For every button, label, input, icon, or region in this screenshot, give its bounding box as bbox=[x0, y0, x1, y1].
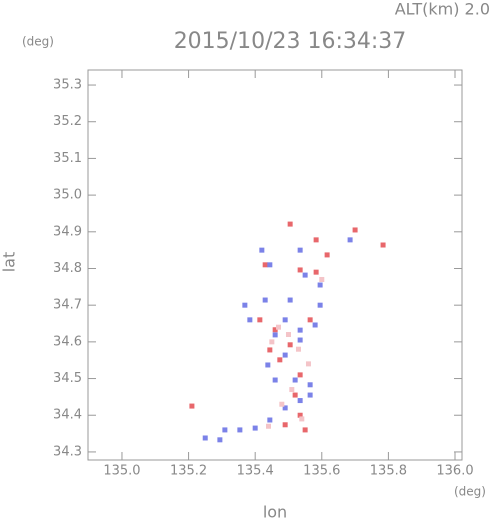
y-tick-label: 34.3 bbox=[53, 444, 82, 459]
data-point bbox=[282, 352, 288, 358]
data-point bbox=[272, 327, 278, 333]
data-point bbox=[319, 276, 325, 282]
data-point bbox=[289, 387, 295, 393]
y-tick-label: 35.2 bbox=[53, 114, 82, 129]
x-tick-label: 135.0 bbox=[103, 464, 140, 479]
data-point bbox=[259, 247, 265, 253]
data-point bbox=[297, 398, 303, 404]
data-point bbox=[272, 332, 278, 338]
data-point bbox=[287, 221, 293, 227]
data-point bbox=[299, 416, 305, 422]
y-tick-label: 35.3 bbox=[53, 78, 82, 93]
data-point bbox=[287, 297, 293, 303]
data-point bbox=[267, 262, 273, 268]
x-unit: (deg) bbox=[454, 485, 486, 499]
data-point bbox=[324, 252, 330, 258]
data-point bbox=[297, 372, 303, 378]
data-point bbox=[307, 317, 313, 323]
y-tick-label: 35.0 bbox=[53, 188, 82, 203]
data-point bbox=[247, 317, 253, 323]
data-point bbox=[262, 262, 268, 268]
data-point bbox=[287, 342, 293, 348]
data-point bbox=[242, 302, 248, 308]
data-point bbox=[313, 237, 319, 243]
x-tick-label: 135.2 bbox=[170, 464, 207, 479]
data-point bbox=[302, 427, 308, 433]
data-point bbox=[292, 392, 298, 398]
y-tick-label: 34.4 bbox=[53, 408, 82, 423]
y-tick-label: 34.7 bbox=[53, 298, 82, 313]
data-point bbox=[265, 362, 271, 368]
data-point bbox=[279, 401, 285, 407]
y-tick-label: 34.6 bbox=[53, 334, 82, 349]
data-point bbox=[282, 422, 288, 428]
data-point bbox=[267, 347, 273, 353]
y-tick-label: 34.5 bbox=[53, 371, 82, 386]
data-point bbox=[217, 437, 223, 443]
data-point bbox=[307, 382, 313, 388]
data-point bbox=[312, 322, 318, 328]
plot-frame bbox=[87, 69, 463, 461]
y-axis-label: lat bbox=[0, 252, 19, 273]
data-point bbox=[189, 403, 195, 409]
data-point bbox=[269, 339, 275, 345]
data-point bbox=[317, 282, 323, 288]
data-point bbox=[352, 227, 358, 233]
data-point bbox=[267, 417, 273, 423]
y-tick-label: 34.8 bbox=[53, 261, 82, 276]
data-point bbox=[275, 324, 281, 330]
data-point bbox=[282, 405, 288, 411]
data-point bbox=[297, 337, 303, 343]
x-axis-label: lon bbox=[263, 503, 287, 521]
y-unit: (deg) bbox=[22, 35, 54, 49]
x-tick-label: 135.4 bbox=[237, 464, 274, 479]
data-point bbox=[222, 427, 228, 433]
data-point bbox=[202, 435, 208, 441]
x-tick-label: 135.8 bbox=[370, 464, 407, 479]
data-point bbox=[347, 237, 353, 243]
data-point bbox=[313, 269, 319, 275]
data-point bbox=[295, 346, 301, 352]
data-point bbox=[297, 412, 303, 418]
data-point bbox=[266, 423, 272, 429]
y-tick-label: 35.1 bbox=[53, 151, 82, 166]
data-point bbox=[380, 242, 386, 248]
data-point bbox=[297, 267, 303, 273]
y-tick-label: 34.9 bbox=[53, 224, 82, 239]
data-point bbox=[252, 425, 258, 431]
chart-title: 2015/10/23 16:34:37 bbox=[174, 29, 407, 54]
chart-subtitle: ALT(km) 2.0 bbox=[395, 0, 490, 19]
data-point bbox=[285, 332, 291, 338]
data-point bbox=[277, 357, 283, 363]
data-point bbox=[307, 392, 313, 398]
data-point bbox=[297, 327, 303, 333]
x-tick-label: 135.6 bbox=[303, 464, 340, 479]
data-point bbox=[282, 317, 288, 323]
data-point bbox=[305, 361, 311, 367]
x-tick-label: 136.0 bbox=[436, 464, 473, 479]
data-point bbox=[297, 247, 303, 253]
data-point bbox=[262, 297, 268, 303]
data-point bbox=[302, 272, 308, 278]
data-point bbox=[272, 377, 278, 383]
data-point bbox=[292, 377, 298, 383]
data-point bbox=[257, 317, 263, 323]
data-point bbox=[237, 427, 243, 433]
data-point bbox=[317, 302, 323, 308]
